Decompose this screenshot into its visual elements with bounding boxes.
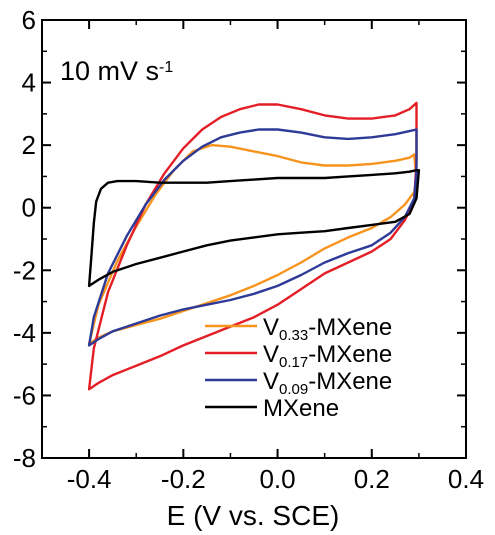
y-tick-label: -8: [13, 443, 36, 473]
y-tick-label: 0: [22, 193, 36, 223]
scan-rate-sup: -1: [159, 59, 173, 76]
x-tick-label: 0.4: [448, 464, 484, 494]
x-tick-label: -0.2: [161, 464, 206, 494]
scan-rate-main: 10 mV s: [60, 56, 159, 86]
legend-entry: V0.17-MXene: [263, 341, 392, 371]
y-tick-label: 2: [22, 130, 36, 160]
y-tick-label: 6: [22, 5, 36, 35]
axes-layer: [41, 19, 467, 459]
y-tick-label: -4: [13, 318, 36, 348]
series-line-v009-mxene: [87, 128, 418, 347]
y-tick-label: -6: [13, 380, 36, 410]
x-tick-label: 0.0: [259, 464, 295, 494]
legend-entry: V0.09-MXene: [263, 368, 392, 398]
labels-layer: -0.4 -0.2 0.0 0.2 0.4 -8 -6 -4 -2 0 2 4 6: [13, 5, 484, 494]
x-tick-label: 0.2: [354, 464, 390, 494]
y-tick-label: 4: [22, 68, 36, 98]
x-axis-title: E (V vs. SCE): [167, 500, 340, 531]
series-line-mxene: [87, 168, 421, 288]
legend-entry: V0.33-MXene: [263, 314, 392, 344]
y-tick-label: -2: [13, 255, 36, 285]
x-tick-label: -0.4: [67, 464, 112, 494]
series-layer: [87, 101, 421, 391]
series-line-v017-mxene: [87, 101, 418, 391]
legend-entry: MXene: [263, 395, 339, 422]
scan-rate-annotation: 10 mV s-1: [60, 56, 173, 86]
